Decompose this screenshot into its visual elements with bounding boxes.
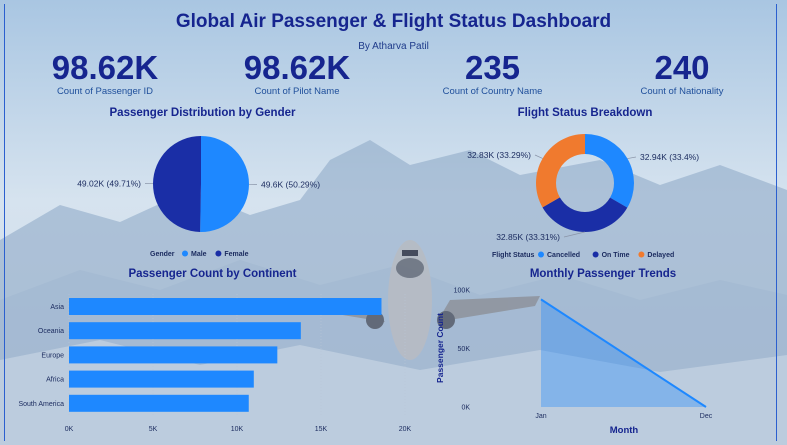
flight-status-chart-title: Flight Status Breakdown xyxy=(517,107,653,119)
bar-category-label: Oceania xyxy=(38,328,64,335)
legend-label-on-time: On Time xyxy=(602,252,630,259)
bar-category-label: Europe xyxy=(41,352,64,359)
kpi-passenger-id: 98.62K Count of Passenger ID xyxy=(40,49,170,98)
bar-x-tick-label: 10K xyxy=(231,426,244,433)
donut-slice-on-time xyxy=(542,197,628,233)
bar-asia xyxy=(69,298,382,315)
kpi-value: 98.62K xyxy=(51,49,159,86)
legend-marker-cancelled xyxy=(538,251,544,258)
bar-south-america xyxy=(69,394,249,412)
donut-data-label: 32.85K (33.31%) xyxy=(496,232,560,242)
pie-legend-title: Gender xyxy=(150,251,175,258)
area-y-tick-label: 100K xyxy=(454,288,471,295)
legend-marker-on-time xyxy=(592,251,599,258)
monthly-trend-chart-title: Monthly Passenger Trends xyxy=(529,268,677,280)
pie-slice-male xyxy=(200,136,250,232)
continent-chart-title: Passenger Count by Continent xyxy=(128,268,297,280)
donut-leader-line xyxy=(627,156,637,159)
area-y-tick-label: 0K xyxy=(461,405,470,412)
bar-africa xyxy=(69,370,254,388)
legend-label-delayed: Delayed xyxy=(647,252,674,259)
bar-oceania xyxy=(69,322,301,340)
donut-data-label: 32.94K (33.4%) xyxy=(640,152,699,162)
pie-data-label: 49.02K (49.71%) xyxy=(77,178,141,188)
area-y-tick-label: 50K xyxy=(458,346,471,353)
area-line xyxy=(540,298,707,408)
pie-slice-female xyxy=(153,136,201,232)
legend-label-male: Male xyxy=(191,251,207,258)
kpi-nationality: 240 Count of Nationality xyxy=(622,49,742,98)
donut-legend-title: Flight Status xyxy=(492,252,534,259)
legend-marker-female xyxy=(215,250,222,257)
donut-data-label: 32.83K (33.29%) xyxy=(467,150,531,160)
bar-x-tick-label: 5K xyxy=(149,426,158,433)
bar-category-label: Africa xyxy=(46,377,64,384)
area-y-axis-title: Passenger Count xyxy=(435,313,445,383)
gender-chart-title: Passenger Distribution by Gender xyxy=(109,107,296,119)
left-border xyxy=(4,4,5,441)
donut-leader-line xyxy=(563,231,585,238)
right-border xyxy=(776,4,777,441)
kpi-label: Count of Nationality xyxy=(640,86,724,97)
legend-marker-delayed xyxy=(638,251,645,258)
bar-category-label: Asia xyxy=(50,304,64,311)
kpi-value: 98.62K xyxy=(243,49,351,86)
kpi-label: Count of Passenger ID xyxy=(56,86,154,97)
pie-data-label: 49.6K (50.29%) xyxy=(261,180,320,190)
donut-slice-cancelled xyxy=(585,134,634,208)
dashboard-title: Global Air Passenger & Flight Status Das… xyxy=(175,11,612,32)
kpi-value: 240 xyxy=(654,49,710,86)
kpi-label: Count of Country Name xyxy=(442,86,543,97)
legend-label-female: Female xyxy=(224,251,248,258)
legend-label-cancelled: Cancelled xyxy=(547,252,580,259)
kpi-value: 235 xyxy=(464,49,521,86)
legend-marker-male xyxy=(182,250,188,257)
bar-x-tick-label: 20K xyxy=(399,426,412,433)
area-x-tick-label: Dec xyxy=(700,413,713,420)
bar-category-label: South America xyxy=(18,401,64,408)
bar-x-tick-label: 0K xyxy=(65,426,74,433)
area-x-axis-title: Month xyxy=(610,425,639,436)
donut-leader-line xyxy=(534,154,543,159)
bar-europe xyxy=(69,346,278,364)
donut-slice-delayed xyxy=(535,133,585,208)
bar-x-tick-label: 15K xyxy=(315,426,328,433)
kpi-country-name: 235 Count of Country Name xyxy=(430,49,555,98)
kpi-pilot-name: 98.62K Count of Pilot Name xyxy=(232,49,362,98)
area-x-tick-label: Jan xyxy=(535,413,546,420)
kpi-label: Count of Pilot Name xyxy=(254,86,340,97)
dashboard-subtitle: By Atharva Patil xyxy=(358,41,429,52)
